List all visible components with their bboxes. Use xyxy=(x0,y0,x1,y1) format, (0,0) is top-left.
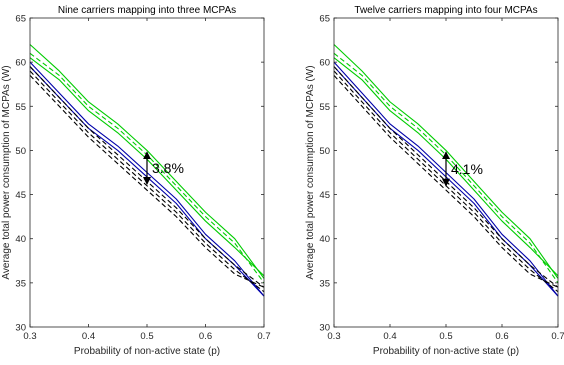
x-tick-label: 0.3 xyxy=(327,331,340,342)
x-tick-label: 0.4 xyxy=(383,331,396,342)
y-tick-label: 60 xyxy=(15,58,26,69)
y-tick-label: 55 xyxy=(319,102,330,113)
x-axis-label: Probability of non-active state (p) xyxy=(74,346,220,357)
x-tick-label: 0.5 xyxy=(439,331,452,342)
chart-panel-2: 0.3 0.4 0.5 0.6 0.7 30 35 40 45 50 55 60 65 Twelve ca… xyxy=(305,5,564,357)
series-line-7 xyxy=(29,70,265,293)
y-axis-label: Average total power consumption of MCPAs… xyxy=(305,65,316,279)
y-axis-label: Average total power consumption of MCPAs… xyxy=(1,65,12,279)
x-tick-label: 0.4 xyxy=(82,331,95,342)
series-line-8 xyxy=(29,75,265,288)
series-line-2 xyxy=(333,52,559,284)
x-tick-label: 0.3 xyxy=(23,331,36,342)
x-axis-label: Probability of non-active state (p) xyxy=(373,346,519,357)
y-tick-label: 45 xyxy=(15,190,26,201)
x-tick-label: 0.5 xyxy=(140,331,153,342)
x-tick-label: 0.7 xyxy=(551,331,564,342)
y-tick-label: 50 xyxy=(319,146,330,157)
y-tick-label: 45 xyxy=(319,190,330,201)
chart-panel-1: 0.3 0.4 0.5 0.6 0.7 30 35 40 45 50 55 60 65 Nine carr… xyxy=(1,5,271,357)
y-tick-label: 40 xyxy=(319,234,330,245)
chart-title: Twelve carriers mapping into four MCPAs xyxy=(354,5,537,16)
y-tick-label: 60 xyxy=(319,58,330,69)
series-line-1 xyxy=(29,44,265,279)
y-tick-label: 65 xyxy=(15,14,26,25)
annotation-label: 3.8% xyxy=(152,160,184,176)
chart-title: Nine carriers mapping into three MCPAs xyxy=(58,5,236,16)
y-tick-label: 35 xyxy=(15,278,26,289)
series-line-8 xyxy=(333,75,559,288)
x-tick-label: 0.6 xyxy=(199,331,212,342)
y-tick-label: 50 xyxy=(15,146,26,157)
x-tick-label: 0.7 xyxy=(257,331,270,342)
y-tick-label: 40 xyxy=(15,234,26,245)
series-line-1 xyxy=(333,44,559,279)
x-tick-label: 0.6 xyxy=(495,331,508,342)
annotation-label: 4.1% xyxy=(451,161,483,177)
y-tick-label: 65 xyxy=(319,14,330,25)
y-tick-label: 30 xyxy=(319,323,330,334)
y-tick-label: 30 xyxy=(15,323,26,334)
y-tick-label: 35 xyxy=(319,278,330,289)
y-tick-label: 55 xyxy=(15,102,26,113)
